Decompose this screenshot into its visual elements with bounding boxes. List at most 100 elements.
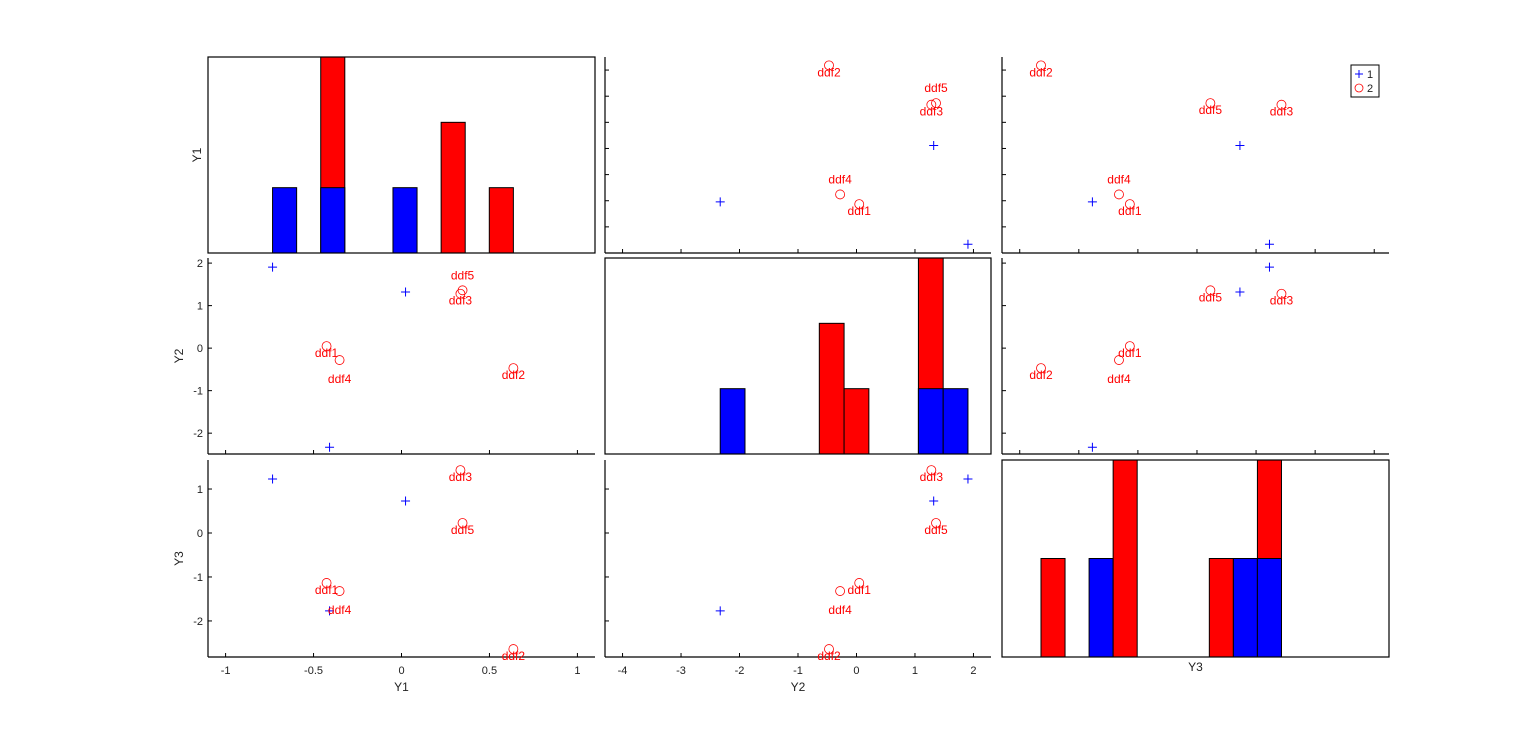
y-tick-label: -2: [193, 428, 203, 440]
data-point-group-2: [1205, 98, 1216, 109]
y-tick-label: -1: [193, 386, 203, 398]
data-point-group-1: [929, 140, 939, 150]
data-point-group-2: [1036, 363, 1046, 374]
y-axis-label: Y3: [172, 551, 186, 566]
panel-y2-y2-frame: [604, 257, 992, 455]
data-point-group-2: [931, 518, 941, 528]
data-label: ddf5: [451, 268, 475, 282]
data-point-group-1: [401, 287, 411, 297]
data-label: ddf1: [1118, 204, 1142, 218]
x-tick-label: -0.5: [304, 665, 323, 677]
data-point-group-1: [1087, 197, 1097, 207]
data-point-group-2: [1276, 288, 1287, 299]
y-tick-label: 1: [197, 484, 203, 496]
histogram-bar-group-2: [1208, 558, 1234, 658]
x-tick-label: 0: [398, 665, 404, 677]
y-axis-label: Y1: [190, 147, 204, 162]
legend-box: [1350, 64, 1380, 98]
data-label: ddf5: [924, 523, 948, 537]
data-label: ddf2: [1029, 65, 1053, 79]
data-point-group-1: [715, 197, 725, 207]
data-label: ddf5: [1199, 290, 1223, 304]
histogram-bar-group-1: [917, 388, 944, 455]
legend-entry: 1: [1367, 69, 1373, 81]
y-tick-label: 2: [197, 258, 203, 270]
y-axis-label: Y2: [172, 348, 186, 363]
data-point-group-1: [1087, 442, 1097, 452]
data-label: ddf4: [1107, 172, 1131, 186]
data-point-group-1: [715, 606, 725, 616]
data-label: ddf5: [924, 81, 948, 95]
data-point-group-1: [325, 606, 335, 616]
data-point-group-1: [1235, 140, 1245, 150]
data-label: ddf2: [502, 649, 526, 663]
data-point-group-2: [508, 363, 519, 374]
legend-marker-circle-icon: [1354, 83, 1364, 93]
data-point-group-2: [835, 586, 846, 596]
data-label: ddf3: [1270, 105, 1294, 119]
data-point-group-2: [854, 199, 865, 210]
data-label: ddf2: [502, 368, 526, 382]
histogram-bar-group-1: [1088, 558, 1114, 658]
histogram-bar-group-1: [1232, 558, 1258, 658]
data-label: ddf4: [828, 603, 852, 617]
data-label: ddf1: [315, 583, 339, 597]
data-point-group-2: [1036, 60, 1046, 71]
x-tick-label: 2: [970, 665, 976, 677]
data-label: ddf3: [920, 470, 944, 484]
data-point-group-1: [963, 474, 973, 484]
data-point-group-1: [929, 496, 939, 506]
data-point-group-2: [824, 644, 834, 654]
data-label: ddf5: [1199, 103, 1223, 117]
data-label: ddf3: [920, 105, 944, 119]
data-point-group-2: [455, 288, 466, 299]
data-point-group-1: [325, 442, 335, 452]
data-point-group-2: [1114, 355, 1124, 365]
histogram-bar-group-1: [719, 388, 746, 455]
y-tick-label: 1: [197, 301, 203, 313]
data-point-group-1: [1264, 262, 1274, 272]
data-label: ddf4: [328, 603, 352, 617]
histogram-bar-group-1: [1256, 558, 1282, 658]
histogram-bar-group-1: [272, 187, 298, 254]
data-point-group-2: [457, 518, 468, 528]
x-tick-label: 0.5: [482, 665, 497, 677]
data-point-group-2: [824, 60, 834, 71]
x-tick-label: 1: [912, 665, 918, 677]
data-point-group-1: [1235, 287, 1245, 297]
x-tick-label: -4: [618, 665, 628, 677]
data-label: ddf2: [1029, 368, 1053, 382]
data-point-group-2: [1114, 189, 1124, 200]
data-label: ddf2: [817, 65, 841, 79]
histogram-bar-group-1: [392, 187, 418, 254]
data-label: ddf1: [848, 204, 872, 218]
panel-y3-y3-frame: [1001, 459, 1390, 658]
data-label: ddf1: [848, 583, 872, 597]
data-label: ddf4: [328, 372, 352, 386]
y-tick-label: -1: [193, 572, 203, 584]
y-tick-label: 0: [197, 528, 203, 540]
data-point-group-2: [455, 465, 466, 476]
data-label: ddf1: [1118, 346, 1142, 360]
data-point-group-2: [321, 341, 332, 352]
data-point-group-1: [963, 239, 973, 249]
data-point-group-2: [854, 578, 865, 588]
x-tick-label: -1: [221, 665, 231, 677]
data-point-group-1: [268, 262, 278, 272]
data-point-group-2: [321, 578, 332, 588]
data-label: ddf4: [828, 172, 852, 186]
legend-entry: 2: [1367, 83, 1373, 95]
histogram-bar-group-2: [488, 187, 514, 254]
y-tick-label: -2: [193, 616, 203, 628]
data-label: ddf5: [451, 523, 475, 537]
y-tick-label: 0: [197, 343, 203, 355]
x-axis-label: Y3: [1188, 660, 1203, 674]
data-point-group-2: [334, 586, 345, 596]
data-label: ddf2: [817, 649, 841, 663]
histogram-bar-group-2: [843, 388, 870, 455]
data-point-group-1: [1264, 239, 1274, 249]
data-point-group-2: [926, 465, 937, 476]
data-label: ddf3: [449, 470, 473, 484]
data-point-group-2: [1205, 285, 1216, 296]
data-point-group-2: [1124, 341, 1135, 352]
